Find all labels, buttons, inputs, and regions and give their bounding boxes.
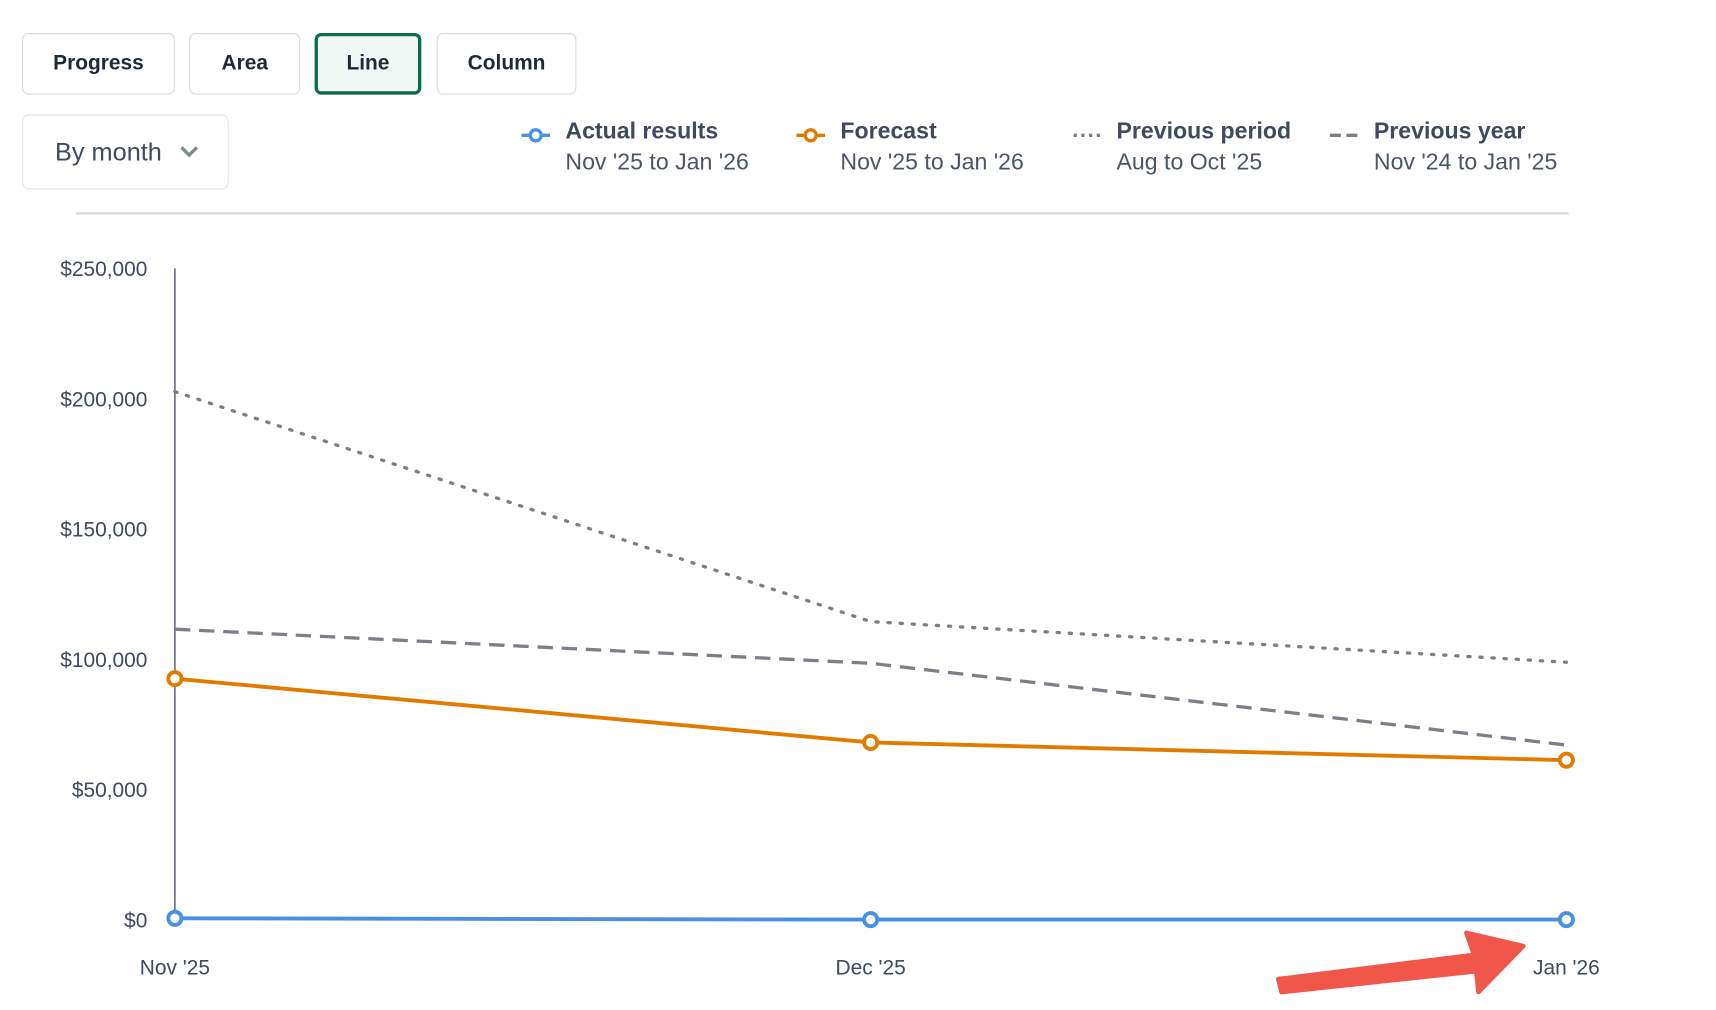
legend-label: Forecast (840, 118, 937, 145)
chevron-down-icon (180, 146, 199, 158)
y-tick-label: $100,000 (60, 649, 147, 672)
chart-type-line-button[interactable]: Line (314, 33, 422, 95)
legend-range: Nov '25 to Jan '26 (840, 149, 1024, 175)
x-tick-label: Dec '25 (836, 957, 906, 980)
legend-label: Actual results (565, 118, 719, 145)
legend-range: Aug to Oct '25 (1116, 149, 1263, 175)
line-chart: $0 $50,000 $100,000 $150,000 $200,000 $250,00… (60, 258, 1600, 995)
data-point (862, 733, 880, 751)
y-tick-label: $150,000 (60, 519, 147, 542)
legend-dotted-line-icon (1073, 133, 1102, 137)
series-line-previous-period (173, 389, 1569, 664)
legend-marker-icon (521, 128, 551, 143)
y-tick-label: $250,000 (60, 258, 147, 281)
annotation-arrow-icon (1276, 930, 1526, 995)
series-line-previous-year (174, 627, 1567, 747)
y-tick-label: $50,000 (72, 779, 148, 802)
data-point (862, 911, 880, 929)
chart-type-column-button[interactable]: Column (436, 33, 577, 95)
data-point (166, 670, 184, 688)
legend-previous-period[interactable]: Previous period Aug to Oct '25 (1070, 117, 1291, 179)
y-tick-label: $0 (124, 909, 147, 932)
y-tick-label: $200,000 (60, 388, 147, 411)
legend-previous-year[interactable]: Previous year Nov '24 to Jan '25 (1328, 117, 1558, 179)
data-point (166, 909, 184, 927)
legend-forecast[interactable]: Forecast Nov '25 to Jan '26 (794, 117, 1024, 179)
legend-range: Nov '25 to Jan '26 (565, 149, 749, 175)
chart-type-area-button[interactable]: Area (189, 33, 301, 95)
grouping-dropdown[interactable]: By month (22, 114, 229, 190)
legend-actual-results[interactable]: Actual results Nov '25 to Jan '26 (519, 117, 749, 179)
data-point (1557, 751, 1575, 769)
divider (75, 212, 1569, 215)
x-tick-label: Nov '25 (140, 957, 210, 980)
chart-type-progress-button[interactable]: Progress (22, 33, 175, 95)
legend-dashed-line-icon (1329, 133, 1359, 137)
legend-label: Previous year (1373, 118, 1526, 145)
legend-label: Previous period (1116, 118, 1292, 145)
x-tick-label: Jan '26 (1533, 957, 1600, 980)
data-point (1557, 911, 1575, 929)
grouping-selected-value: By month (55, 136, 162, 166)
legend-range: Nov '24 to Jan '25 (1373, 149, 1558, 175)
legend-marker-icon (796, 128, 826, 143)
